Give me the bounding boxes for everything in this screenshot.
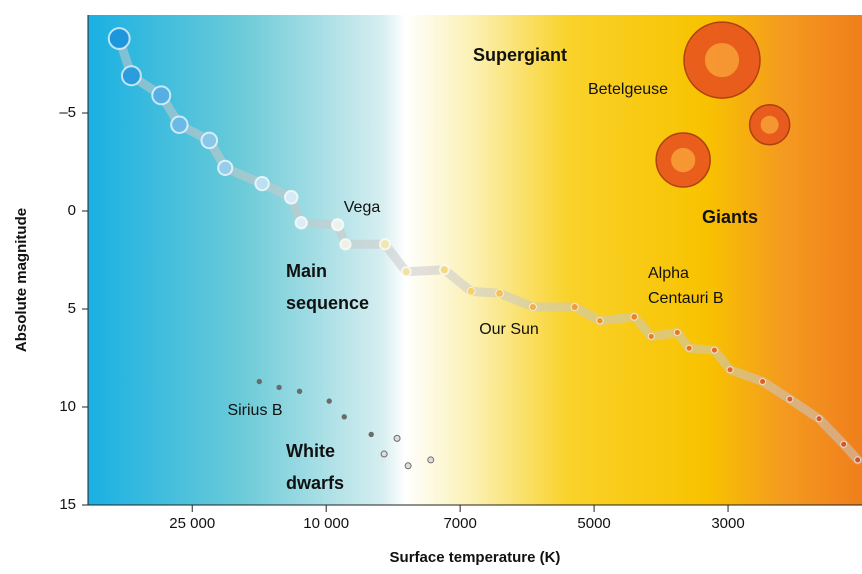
main-sequence-star [170,115,189,134]
white-dwarf [427,456,435,464]
y-axis-label: Absolute magnitude [13,208,30,352]
white-dwarf [404,462,412,470]
x-tick-label: 7000 [443,515,476,532]
y-tick-label: 10 [59,398,76,415]
annotation: dwarfs [286,473,344,493]
white-dwarf [393,434,401,442]
main-sequence-star [151,85,172,106]
main-sequence-star [378,238,392,251]
x-tick-label: 25 000 [169,515,215,532]
main-sequence-star [726,366,734,374]
white-dwarf [380,450,388,458]
main-sequence-star [495,288,504,298]
main-sequence-star [685,344,693,352]
white-dwarf [276,384,282,391]
x-tick-label: 10 000 [303,515,349,532]
main-sequence-star [596,317,604,325]
x-tick-label: 5000 [577,515,610,532]
main-sequence-star [815,415,823,423]
y-tick-label: 0 [68,202,76,219]
giant-core [704,42,740,78]
main-sequence-star [120,65,142,87]
y-tick-label: 5 [68,300,76,317]
main-sequence-star [217,159,234,176]
main-sequence-star [283,189,299,205]
main-sequence-star [759,378,767,386]
main-sequence-star [570,302,579,312]
main-sequence-star [400,266,412,278]
annotation: Betelgeuse [588,81,668,98]
y-tick-label: –5 [59,104,76,121]
x-axis-label: Surface temperature (K) [390,549,561,566]
main-sequence-star [339,238,352,251]
main-sequence-star [854,456,862,464]
annotation: Supergiant [473,45,567,65]
main-sequence-star [673,329,681,337]
white-dwarf [326,398,332,404]
white-dwarf [296,388,303,395]
main-sequence-star [200,131,219,150]
annotation: Sirius B [227,402,282,419]
main-sequence-star [710,346,718,354]
annotation: Centauri B [648,290,724,307]
x-tick-label: 3000 [711,515,744,532]
main-sequence-star [528,302,537,312]
annotation: Alpha [648,265,689,282]
main-sequence-star [330,218,345,232]
main-sequence-star [786,395,794,403]
annotation: White [286,441,335,461]
main-sequence-star [630,313,639,321]
marks [107,21,862,470]
main-sequence-star [294,216,308,230]
giant-core [671,147,696,173]
annotation: Our Sun [479,321,539,338]
white-dwarf [341,414,347,420]
main-sequence-star [107,27,131,50]
main-sequence-star [840,440,848,448]
annotation: Vega [344,199,381,216]
main-sequence-star [438,264,450,276]
giant-core [760,115,779,134]
main-sequence-star [466,286,476,296]
white-dwarf [368,431,374,438]
white-dwarf [256,378,263,385]
annotation: Main [286,261,327,281]
main-sequence-star [647,332,655,340]
main-sequence-star [254,175,270,192]
annotation: sequence [286,293,369,313]
annotation: Giants [702,207,758,227]
y-tick-label: 15 [59,496,76,513]
